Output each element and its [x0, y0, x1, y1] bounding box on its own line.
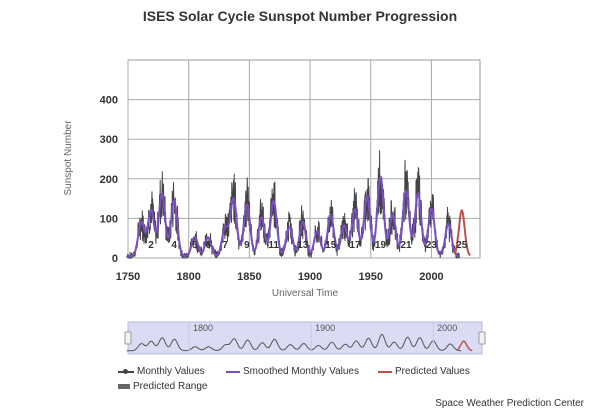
x-tick-label: 1850 — [237, 271, 261, 283]
y-tick-label: 200 — [100, 174, 118, 186]
chart-title: ISES Solar Cycle Sunspot Number Progress… — [142, 8, 458, 24]
legend-monthly-label: Monthly Values — [137, 366, 205, 377]
cycle-label-2: 2 — [148, 240, 154, 251]
navigator-tick-label: 1900 — [315, 323, 335, 333]
cycle-label-5: 5 — [192, 240, 198, 251]
y-tick-label: 300 — [100, 134, 118, 146]
x-tick-label: 2000 — [419, 271, 443, 283]
legend-smoothed[interactable]: Smoothed Monthly Values — [226, 366, 359, 377]
navigator-tick-label: 1800 — [193, 323, 213, 333]
legend-smoothed-label: Smoothed Monthly Values — [243, 366, 359, 377]
y-tick-label: 0 — [112, 253, 118, 265]
legend-predicted[interactable]: Predicted Values — [378, 366, 470, 377]
cycle-labels: 2 4 5 6 7 9 11 13 15 17 19 21 23 25 — [148, 240, 468, 251]
cycle-label-6: 6 — [205, 240, 211, 251]
cycle-label-23: 23 — [426, 240, 438, 251]
cycle-label-19: 19 — [375, 240, 387, 251]
cycle-label-7: 7 — [222, 240, 228, 251]
cycle-label-15: 15 — [325, 240, 337, 251]
axes: 1750 1800 1850 1900 1950 2000 0 100 200 300 400 — [100, 95, 444, 283]
navigator-left-handle[interactable] — [124, 331, 132, 345]
legend-monthly-swatch-icon — [118, 368, 134, 376]
legend-predicted-range[interactable]: Predicted Range — [118, 381, 208, 392]
navigator-predicted-line — [456, 340, 473, 352]
y-tick-label: 100 — [100, 213, 118, 225]
legend-smoothed-swatch-icon — [226, 370, 240, 373]
legend-predicted-label: Predicted Values — [395, 366, 470, 377]
navigator-tick-label: 2000 — [437, 323, 457, 333]
y-axis-label: Sunspot Number — [63, 120, 74, 196]
navigator-right-handle[interactable] — [478, 331, 486, 345]
x-tick-label: 1750 — [116, 271, 140, 283]
legend-monthly[interactable]: Monthly Values — [118, 366, 205, 377]
cycle-label-11: 11 — [268, 240, 279, 251]
legend-range-swatch-icon — [118, 384, 130, 389]
x-tick-label: 1950 — [359, 271, 383, 283]
predicted-values-line — [453, 209, 472, 257]
smoothed-values-line — [126, 175, 460, 258]
series-group — [126, 150, 472, 260]
cycle-label-21: 21 — [400, 240, 412, 251]
credit-text: Space Weather Prediction Center — [435, 398, 584, 409]
legend-range-label: Predicted Range — [133, 381, 208, 392]
navigator-series-line — [126, 333, 462, 352]
cycle-label-4: 4 — [171, 240, 177, 251]
cycle-label-13: 13 — [297, 240, 309, 251]
cycle-label-17: 17 — [349, 240, 361, 251]
cycle-label-25: 25 — [456, 240, 468, 251]
x-tick-label: 1900 — [298, 271, 322, 283]
x-tick-label: 1800 — [176, 271, 200, 283]
x-axis-label: Universal Time — [272, 288, 339, 299]
cycle-label-9: 9 — [244, 240, 250, 251]
range-navigator[interactable]: 1800 1900 2000 — [124, 321, 486, 355]
legend-predicted-swatch-icon — [378, 370, 392, 373]
y-tick-label: 400 — [100, 95, 118, 107]
